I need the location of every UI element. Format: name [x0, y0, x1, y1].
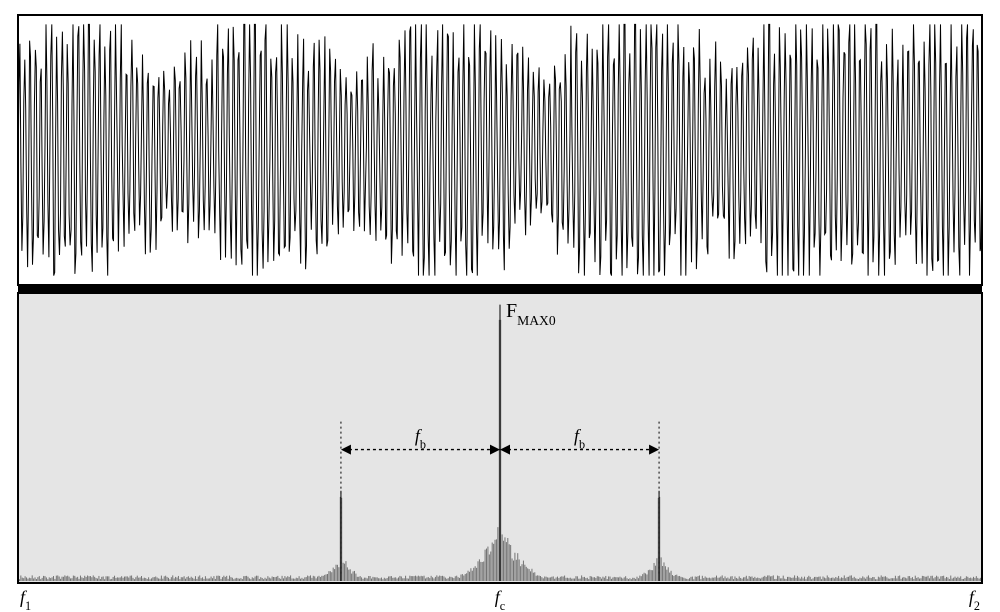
axis-label-f2: f2: [969, 587, 980, 612]
axis-label-fc: fc: [495, 587, 506, 612]
signal-figure: fbfbFMAX0f1fcf2: [0, 0, 1000, 612]
axis-label-f1: f1: [20, 587, 31, 612]
panel-separator: [18, 285, 982, 293]
figure-svg: fbfbFMAX0f1fcf2: [0, 0, 1000, 612]
